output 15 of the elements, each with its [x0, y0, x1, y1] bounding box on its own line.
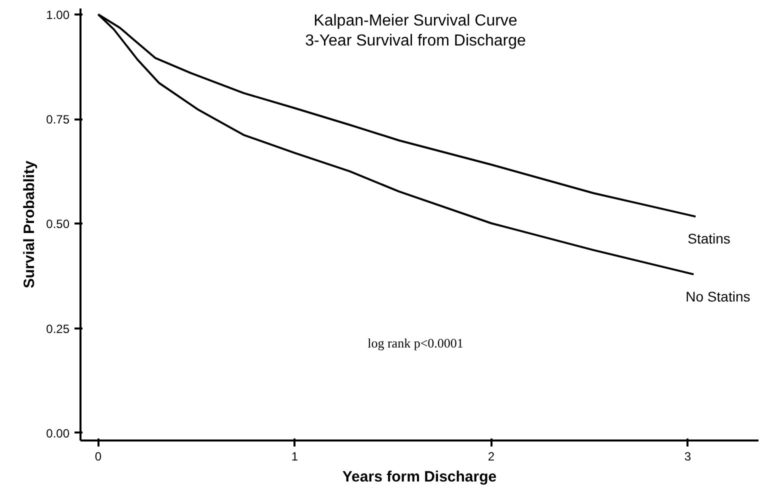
y-axis-title: Survial Probablity: [21, 160, 38, 288]
y-tick-label: 0.25: [46, 322, 70, 336]
y-tick-label: 0.75: [46, 112, 70, 127]
text: Kalpan-Meier Survival Curve 3-Year Survival from Discharge: [305, 12, 526, 50]
x-tick-label: 3: [684, 450, 692, 464]
x-tick-label: 0: [94, 450, 102, 464]
x-tick-label: 1: [291, 450, 298, 464]
x-axis-title: Years form Discharge: [342, 468, 497, 486]
annotation: log rank p<0.0001: [368, 336, 464, 350]
y-tick-label: 0.50: [46, 217, 70, 232]
y-tick-label: 0.00: [46, 426, 70, 440]
y-tick-label: 1.00: [46, 8, 70, 22]
series-label: No Statins: [686, 288, 750, 304]
x-tick-label: 2: [488, 450, 495, 464]
series-label: Statins: [688, 230, 730, 247]
